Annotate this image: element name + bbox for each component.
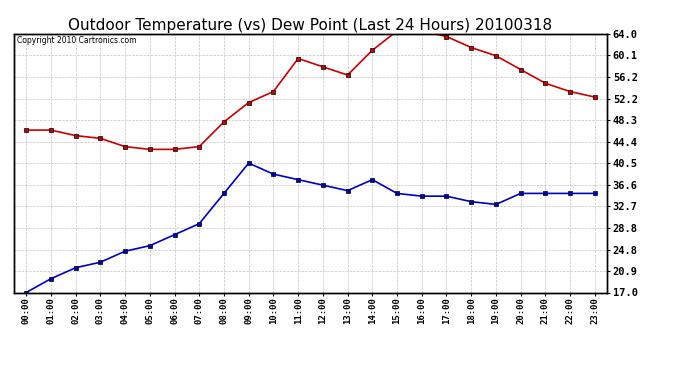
Text: Copyright 2010 Cartronics.com: Copyright 2010 Cartronics.com <box>17 36 136 45</box>
Title: Outdoor Temperature (vs) Dew Point (Last 24 Hours) 20100318: Outdoor Temperature (vs) Dew Point (Last… <box>68 18 553 33</box>
